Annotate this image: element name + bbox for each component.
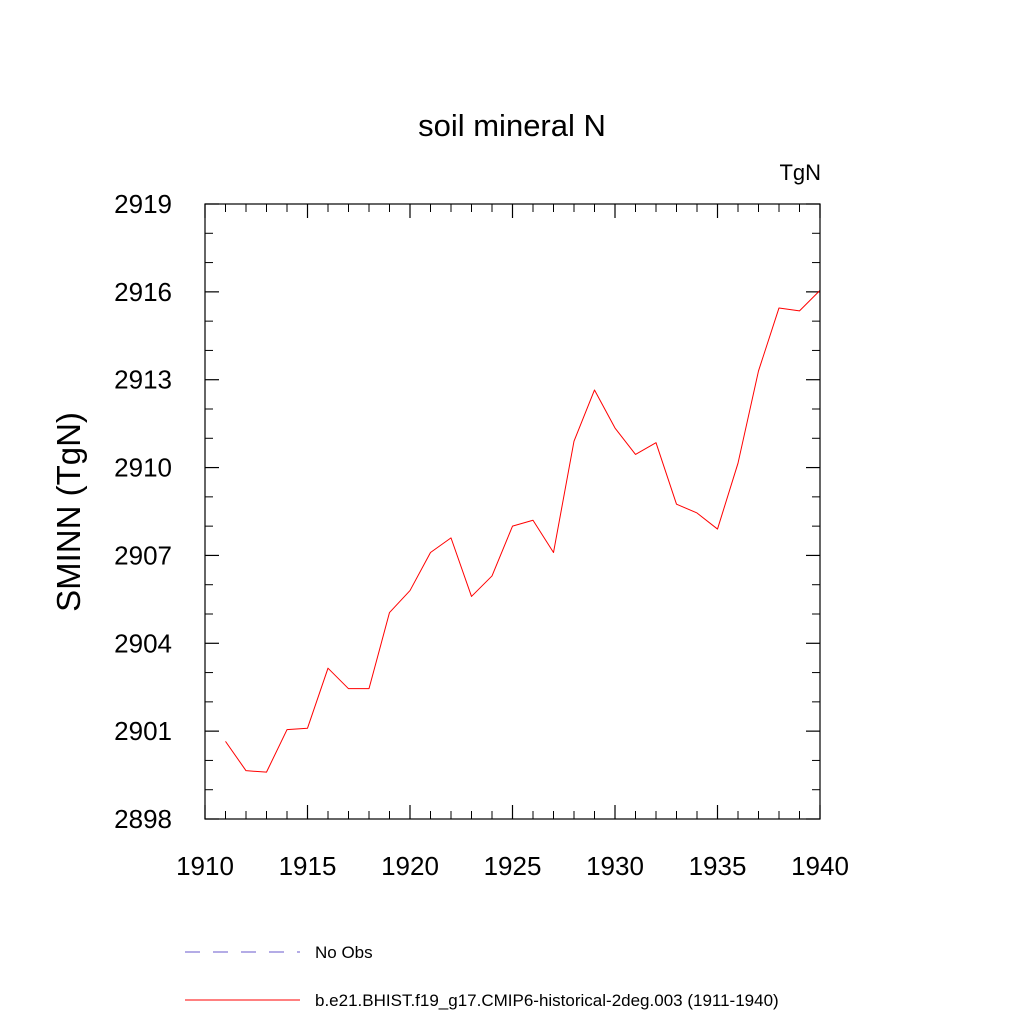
x-tick-label: 1930 xyxy=(586,851,644,881)
x-tick-label: 1910 xyxy=(176,851,234,881)
y-tick-label: 2907 xyxy=(114,540,172,570)
legend-label: b.e21.BHIST.f19_g17.CMIP6-historical-2de… xyxy=(315,991,779,1010)
x-tick-label: 1935 xyxy=(689,851,747,881)
y-tick-label: 2904 xyxy=(114,628,172,658)
plot-series xyxy=(225,290,821,773)
y-axis-label: SMINN (TgN) xyxy=(50,412,87,612)
series-line-1 xyxy=(225,290,821,773)
plot-frame xyxy=(204,203,821,820)
x-tick-label: 1920 xyxy=(381,851,439,881)
axis-tick-labels: 1910 1915 1920 1925 1930 1935 1940 2898 2901 2904… xyxy=(114,189,849,881)
x-tick-label: 1915 xyxy=(279,851,337,881)
units-label: TgN xyxy=(779,160,821,185)
axis-ticks xyxy=(204,203,821,820)
y-tick-label: 2898 xyxy=(114,804,172,834)
x-tick-label: 1925 xyxy=(484,851,542,881)
y-tick-label: 2916 xyxy=(114,277,172,307)
legend: No Obs b.e21.BHIST.f19_g17.CMIP6-historic… xyxy=(185,943,779,1010)
y-tick-label: 2913 xyxy=(114,365,172,395)
y-tick-label: 2901 xyxy=(114,716,172,746)
y-tick-label: 2910 xyxy=(114,453,172,483)
x-tick-label: 1940 xyxy=(791,851,849,881)
legend-label: No Obs xyxy=(315,943,373,962)
y-tick-label: 2919 xyxy=(114,189,172,219)
chart-title: soil mineral N xyxy=(418,108,606,143)
